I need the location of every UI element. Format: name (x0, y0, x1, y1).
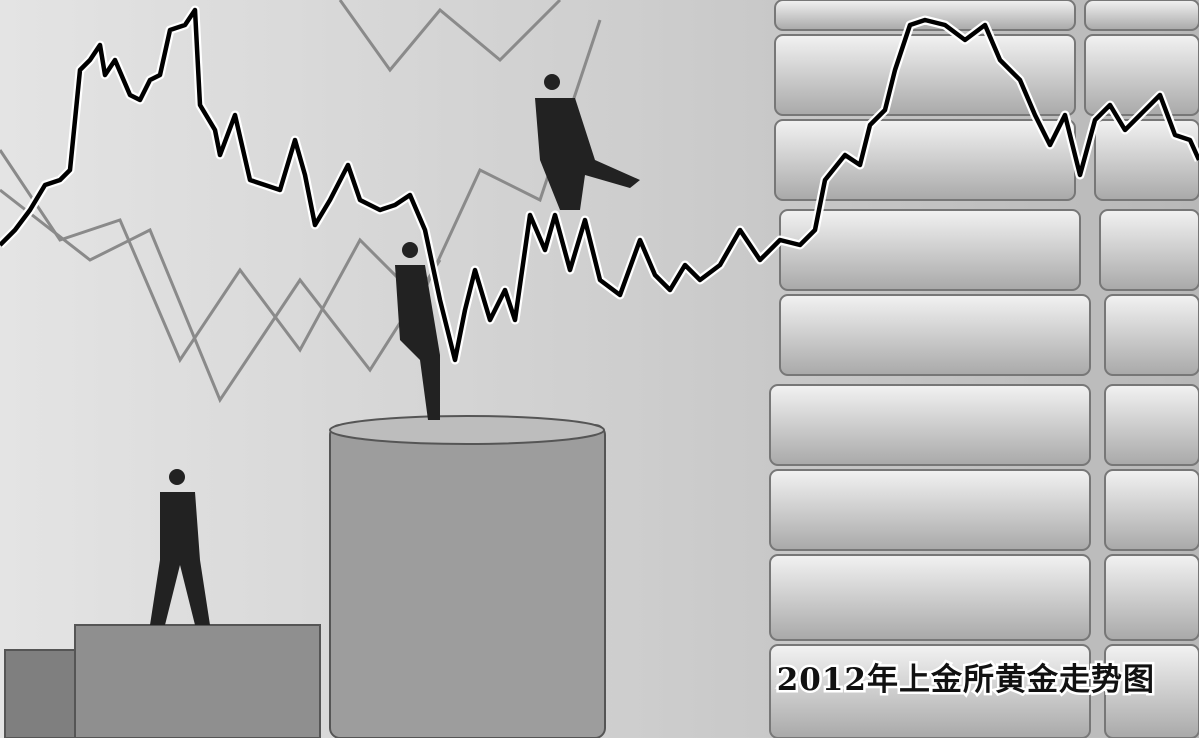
gold-bars (769, 0, 1199, 738)
line (0, 7, 1199, 363)
chart-title: 2012年上金所黄金走势图 (777, 662, 1155, 698)
figures (150, 74, 640, 625)
illustration (0, 0, 602, 404)
coin-stack (4, 415, 606, 738)
